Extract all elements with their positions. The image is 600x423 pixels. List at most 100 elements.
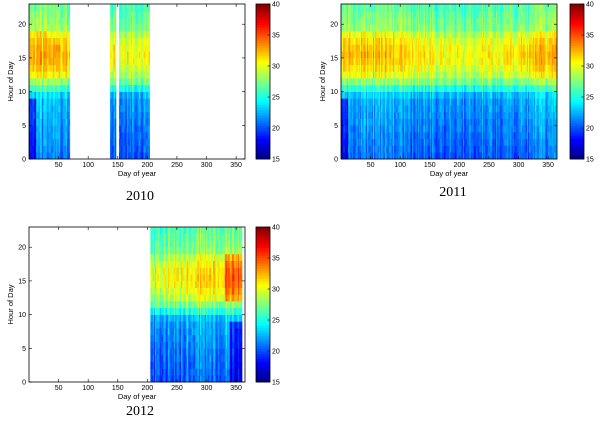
colorbar-tick-label: 25 <box>272 95 280 102</box>
heatmap-cell <box>115 65 116 72</box>
colorbar-segment <box>256 20 270 23</box>
colorbar-segment <box>256 7 270 10</box>
y-tick-label: 0 <box>22 157 26 164</box>
heatmap-cell <box>149 119 150 126</box>
colorbar-segment <box>256 58 270 61</box>
heatmap-cell <box>69 4 70 11</box>
heatmap-cell <box>149 31 150 38</box>
colorbar-segment <box>256 51 270 54</box>
heatmap-cell <box>115 58 116 65</box>
colorbar-segment <box>256 61 270 64</box>
y-tick-label: 15 <box>18 55 26 62</box>
heatmap-cell <box>115 31 116 38</box>
colorbar-segment <box>256 141 270 144</box>
y-tick-label: 10 <box>18 89 26 96</box>
colorbar-segment <box>256 118 270 121</box>
colorbar-tick-label: 30 <box>272 64 280 71</box>
colorbar-segment <box>256 25 270 28</box>
heatmap-cell <box>69 105 70 112</box>
heatmap-cell <box>115 139 116 146</box>
heatmap-panel-2010: 50 100 150 200 250 300 35005101520Day of yearH… <box>6 2 280 205</box>
colorbar-segment <box>256 30 270 33</box>
heatmap-cell <box>149 105 150 112</box>
colorbar-segment <box>256 56 270 59</box>
x-tick-label: 50 <box>55 162 63 169</box>
heatmap-cell <box>69 132 70 139</box>
heatmap-cell <box>149 51 150 58</box>
colorbar-segment <box>256 43 270 46</box>
colorbar-segment <box>256 100 270 103</box>
y-tick-label: 5 <box>22 123 26 130</box>
heatmap-cell <box>69 58 70 65</box>
heatmap-cell <box>69 51 70 58</box>
colorbar-segment <box>256 53 270 56</box>
colorbar-segment <box>256 138 270 141</box>
heatmap-cell <box>115 119 116 126</box>
heatmap-panel-2011: 50 100 150 200 250 300 35005101520Day of yearH… <box>318 2 594 201</box>
heatmap-cell <box>69 24 70 31</box>
colorbar-segment <box>256 12 270 15</box>
colorbar-segment <box>256 27 270 30</box>
colorbar-segment <box>256 120 270 123</box>
colorbar-segment <box>256 146 270 149</box>
colorbar-segment <box>256 38 270 41</box>
colorbar-segment <box>256 76 270 79</box>
heatmap-cell <box>115 92 116 99</box>
colorbar-segment <box>256 151 270 154</box>
heatmap-cell <box>69 119 70 126</box>
colorbar-segment <box>256 128 270 131</box>
heatmap-cell <box>69 78 70 85</box>
heatmap-cell <box>69 125 70 132</box>
heatmap-cell <box>115 17 116 24</box>
colorbar-segment <box>256 107 270 110</box>
colorbar-segment <box>256 40 270 43</box>
heatmap-cell <box>115 125 116 132</box>
heatmap-cells <box>341 4 557 159</box>
heatmap-cell <box>69 65 70 72</box>
colorbar-tick-label: 35 <box>272 33 280 40</box>
heatmap-cell <box>115 146 116 153</box>
x-tick-label: 300 <box>201 162 213 169</box>
heatmap-cell <box>115 98 116 105</box>
colorbar-segment <box>256 74 270 77</box>
colorbar-tick-label: 20 <box>272 126 280 133</box>
heatmap-cell <box>69 11 70 18</box>
heatmap-cell <box>115 38 116 45</box>
heatmap-cell <box>149 139 150 146</box>
heatmap-cell <box>69 98 70 105</box>
colorbar-segment <box>256 92 270 95</box>
heatmap-cell <box>149 112 150 119</box>
panel-caption: 2010 <box>126 189 154 204</box>
colorbar-segment <box>256 22 270 25</box>
heatmap-cell <box>69 44 70 51</box>
colorbar-segment <box>256 84 270 87</box>
colorbar-segment <box>256 71 270 74</box>
heatmap-cell <box>69 31 70 38</box>
heatmap-cell <box>69 146 70 153</box>
heatmap-cell <box>69 71 70 78</box>
heatmap-cell <box>69 152 70 159</box>
heatmap-cell <box>115 11 116 18</box>
heatmap-cell <box>149 4 150 11</box>
heatmap-cell <box>115 112 116 119</box>
heatmap-cell <box>69 38 70 45</box>
heatmap-cell <box>149 11 150 18</box>
colorbar-segment <box>256 82 270 85</box>
heatmap-cell <box>149 146 150 153</box>
y-tick-label: 20 <box>18 22 26 29</box>
heatmap-cell <box>149 44 150 51</box>
heatmap-cell <box>115 71 116 78</box>
heatmap-cell <box>149 78 150 85</box>
heatmap-cell <box>115 4 116 11</box>
colorbar-segment <box>256 136 270 139</box>
colorbar-segment <box>256 97 270 100</box>
x-tick-label: 100 <box>82 162 94 169</box>
colorbar-segment <box>256 113 270 116</box>
colorbar-segment <box>256 149 270 152</box>
heatmap-cell <box>149 85 150 92</box>
heatmap-cell <box>69 17 70 24</box>
heatmap-cell <box>115 152 116 159</box>
colorbar-segment <box>256 79 270 82</box>
heatmap-cell <box>149 71 150 78</box>
